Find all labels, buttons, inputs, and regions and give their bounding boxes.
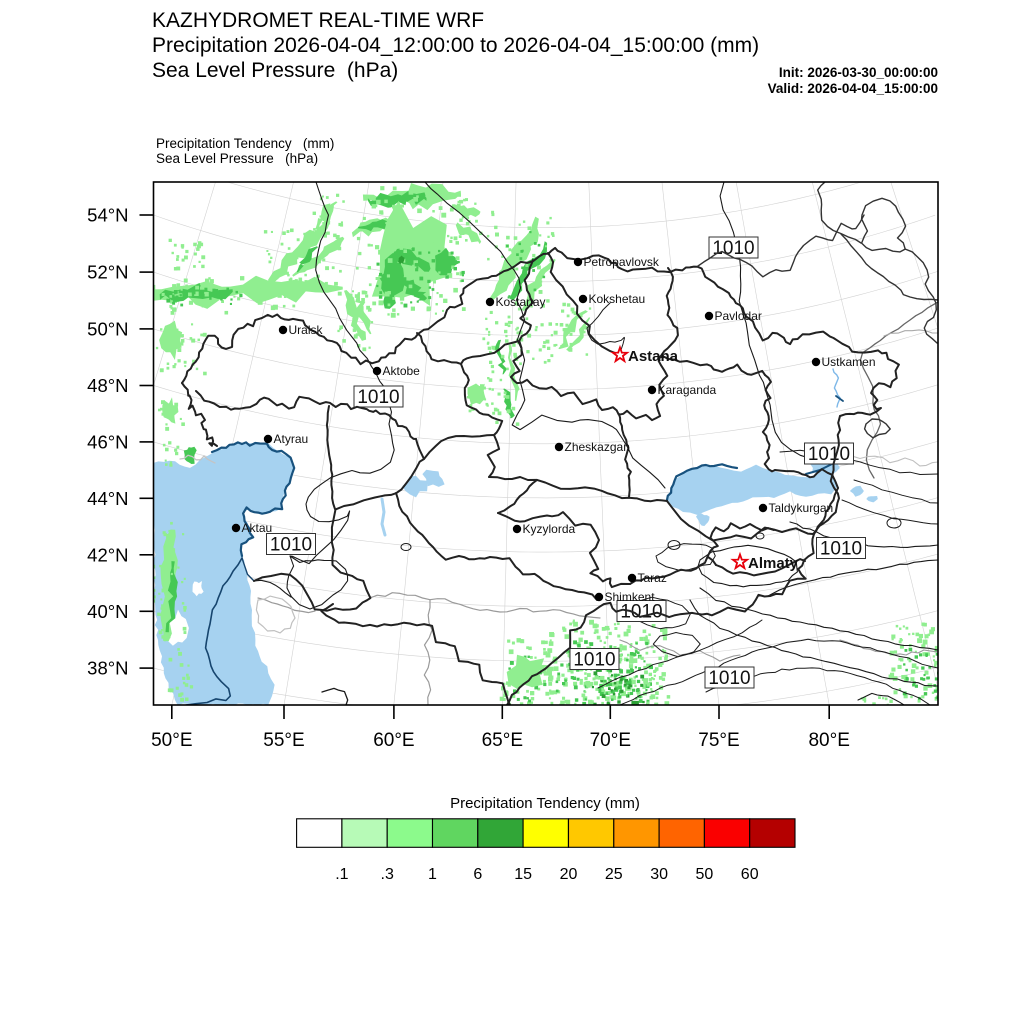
svg-text:60: 60 — [741, 866, 759, 883]
svg-text:Aktobe: Aktobe — [383, 364, 421, 378]
svg-text:Taldykurgan: Taldykurgan — [769, 501, 834, 515]
svg-text:40°N: 40°N — [87, 601, 128, 622]
svg-text:20: 20 — [560, 866, 578, 883]
svg-text:Taraz: Taraz — [638, 571, 667, 585]
svg-text:Sea Level Pressure (hPa): Sea Level Pressure (hPa) — [156, 151, 318, 166]
svg-text:15: 15 — [514, 866, 532, 883]
svg-text:55°E: 55°E — [263, 730, 304, 751]
svg-text:Petropavlovsk: Petropavlovsk — [584, 255, 660, 269]
svg-text:Kyzylorda: Kyzylorda — [523, 522, 576, 536]
svg-text:54°N: 54°N — [87, 205, 128, 226]
svg-text:50°N: 50°N — [87, 318, 128, 339]
svg-text:Ustkamen: Ustkamen — [822, 355, 876, 369]
svg-text:50: 50 — [696, 866, 714, 883]
svg-text:60°E: 60°E — [373, 730, 414, 751]
svg-text:52°N: 52°N — [87, 262, 128, 283]
svg-text:.3: .3 — [381, 866, 394, 883]
svg-text:1010: 1010 — [708, 668, 750, 689]
svg-text:80°E: 80°E — [808, 730, 849, 751]
svg-text:Sea Level Pressure (hPa): Sea Level Pressure (hPa) — [152, 59, 398, 82]
svg-text:KAZHYDROMET REAL-TIME WRF: KAZHYDROMET REAL-TIME WRF — [152, 9, 484, 32]
svg-text:1010: 1010 — [620, 602, 662, 623]
svg-text:.1: .1 — [335, 866, 348, 883]
svg-text:1010: 1010 — [573, 650, 615, 671]
svg-text:Kostanay: Kostanay — [496, 295, 546, 309]
svg-text:1010: 1010 — [808, 444, 850, 465]
svg-text:25: 25 — [605, 866, 623, 883]
svg-text:75°E: 75°E — [698, 730, 739, 751]
svg-text:Aktau: Aktau — [242, 521, 273, 535]
svg-text:46°N: 46°N — [87, 431, 128, 452]
svg-text:6: 6 — [473, 866, 482, 883]
svg-text:Zheskazgan: Zheskazgan — [565, 440, 630, 454]
svg-text:Precipitation Tendency (mm): Precipitation Tendency (mm) — [156, 136, 334, 151]
svg-text:30: 30 — [650, 866, 668, 883]
svg-text:Kokshetau: Kokshetau — [589, 292, 646, 306]
svg-text:1: 1 — [428, 866, 437, 883]
svg-text:65°E: 65°E — [482, 730, 523, 751]
svg-text:1010: 1010 — [270, 535, 312, 556]
svg-text:44°N: 44°N — [87, 488, 128, 509]
svg-text:Init: 2026-03-30_00:00:00: Init: 2026-03-30_00:00:00 — [779, 65, 938, 80]
svg-text:Astana: Astana — [628, 348, 679, 365]
svg-text:1010: 1010 — [712, 238, 754, 259]
svg-text:70°E: 70°E — [590, 730, 631, 751]
svg-text:48°N: 48°N — [87, 375, 128, 396]
svg-text:Shimkent: Shimkent — [605, 590, 656, 604]
svg-text:1010: 1010 — [357, 387, 399, 408]
svg-text:Pavlodar: Pavlodar — [715, 309, 762, 323]
svg-text:Almaty: Almaty — [748, 555, 799, 572]
svg-text:50°E: 50°E — [151, 730, 192, 751]
svg-text:1010: 1010 — [820, 539, 862, 560]
svg-text:Karaganda: Karaganda — [658, 383, 717, 397]
svg-text:Precipitation 2026-04-04_12:00: Precipitation 2026-04-04_12:00:00 to 202… — [152, 34, 759, 57]
svg-text:Valid: 2026-04-04_15:00:00: Valid: 2026-04-04_15:00:00 — [768, 81, 938, 96]
svg-text:Uralsk: Uralsk — [289, 323, 324, 337]
svg-text:38°N: 38°N — [87, 658, 128, 679]
svg-text:Precipitation Tendency (mm): Precipitation Tendency (mm) — [450, 795, 640, 812]
svg-text:42°N: 42°N — [87, 544, 128, 565]
svg-text:Atyrau: Atyrau — [274, 432, 309, 446]
